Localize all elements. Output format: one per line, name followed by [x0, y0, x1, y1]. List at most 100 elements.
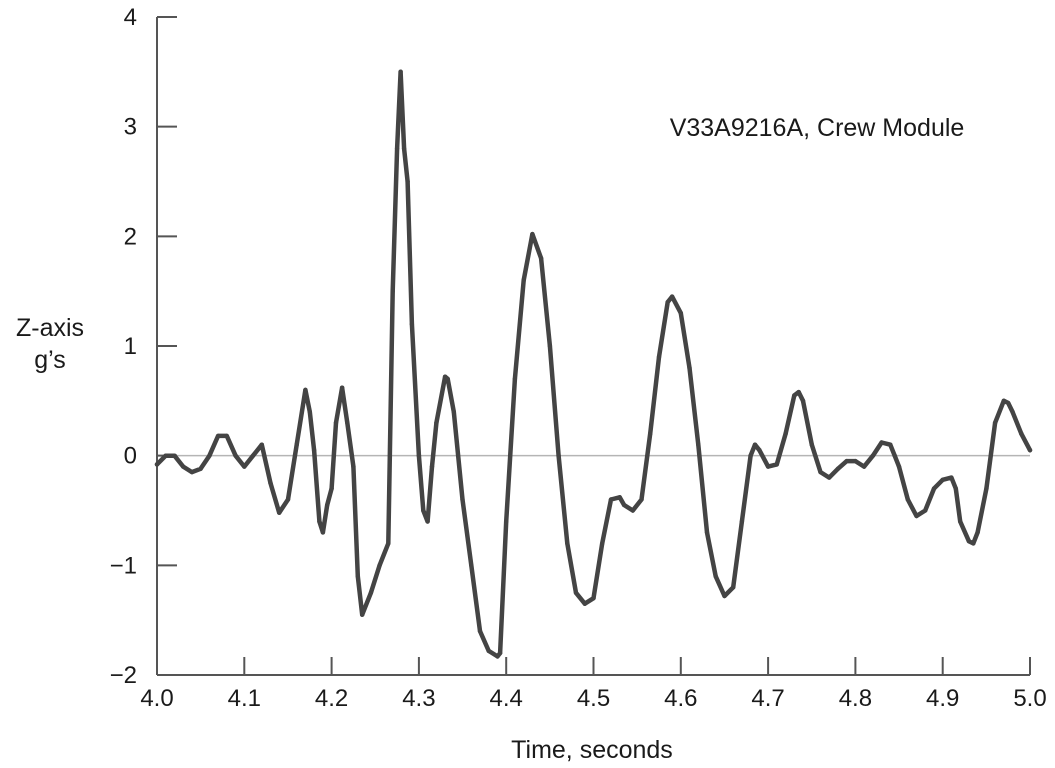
x-tick-label: 4.2: [315, 685, 348, 712]
x-tick-label: 4.6: [664, 685, 697, 712]
data-point: [600, 541, 605, 546]
data-point: [207, 453, 212, 458]
data-point: [931, 486, 937, 491]
data-point: [307, 409, 312, 414]
x-axis-title: Time, seconds: [511, 736, 673, 764]
data-point: [250, 453, 256, 458]
data-point: [678, 310, 683, 316]
y-tick-label: −2: [110, 662, 137, 689]
data-point: [765, 464, 771, 469]
data-point: [259, 442, 264, 447]
data-point: [992, 420, 998, 425]
data-point: [713, 574, 718, 579]
data-point: [198, 466, 203, 471]
data-point: [896, 464, 902, 469]
data-point: [394, 146, 400, 151]
data-point: [320, 530, 326, 535]
data-point: [398, 69, 403, 75]
y-axis-title-line-2: g’s: [34, 346, 66, 374]
data-point: [861, 464, 867, 469]
y-axis-title-line-1: Z-axis: [16, 314, 84, 342]
data-point: [687, 365, 692, 371]
y-tick-label: 4: [124, 4, 137, 31]
data-point: [434, 420, 439, 425]
data-point: [421, 508, 426, 513]
y-tick-label: 2: [124, 223, 137, 250]
data-point: [818, 469, 823, 475]
data-point: [333, 420, 339, 425]
series-layer: [154, 69, 1033, 659]
data-point: [538, 256, 544, 261]
data-point: [405, 179, 410, 184]
data-point: [923, 508, 928, 513]
data-point: [460, 497, 465, 502]
data-point: [731, 585, 736, 590]
data-point: [303, 387, 308, 393]
data-point: [504, 519, 509, 524]
x-tick-label: 4.5: [577, 685, 610, 712]
data-point: [386, 541, 391, 546]
data-point: [940, 477, 945, 482]
data-point: [181, 464, 186, 469]
data-point: [409, 321, 415, 327]
x-tick-label: 4.8: [839, 685, 872, 712]
data-point: [971, 541, 976, 546]
data-point: [530, 231, 535, 237]
x-tick-label: 4.1: [228, 685, 261, 712]
data-point: [189, 469, 195, 475]
data-point: [547, 343, 553, 349]
data-point: [445, 376, 450, 382]
data-point: [495, 654, 500, 659]
data-point: [617, 495, 622, 500]
data-point: [739, 519, 745, 524]
data-point: [268, 480, 273, 486]
data-point: [665, 299, 670, 305]
series-line: [154, 69, 1033, 659]
data-point: [966, 539, 972, 544]
data-point: [339, 385, 345, 390]
data-point: [285, 497, 291, 502]
data-point: [277, 510, 282, 515]
data-point: [800, 398, 806, 403]
data-point: [477, 628, 483, 634]
data-point: [425, 519, 430, 524]
data-point: [608, 497, 614, 502]
data-point: [704, 530, 710, 535]
data-point: [582, 601, 587, 606]
data-point: [953, 486, 958, 491]
data-point: [497, 650, 503, 656]
data-point: [757, 448, 762, 453]
y-tick-label: 0: [124, 443, 137, 470]
x-tick-label: 4.3: [402, 685, 435, 712]
data-point: [390, 289, 395, 294]
data-point: [351, 464, 356, 469]
data-point: [486, 648, 491, 654]
chart-annotation: V33A9216A, Crew Module: [670, 114, 965, 142]
data-point: [573, 590, 579, 595]
data-point: [905, 497, 910, 502]
data-point: [1001, 398, 1006, 403]
data-point: [401, 146, 407, 151]
data-point: [317, 519, 322, 524]
data-point: [975, 530, 980, 535]
x-tick-label: 4.0: [140, 685, 173, 712]
data-point: [512, 376, 518, 382]
data-point: [172, 453, 177, 458]
data-point: [1027, 448, 1033, 453]
data-point: [696, 442, 701, 447]
data-point: [809, 442, 814, 447]
data-point: [451, 409, 456, 414]
data-point: [844, 458, 849, 464]
ticks: −2 −1 0 1 2 3 4 4.0 4.1 4.2 4.3 4.4 4.5 4.6 4.7 4.8 4.9 5…: [110, 4, 1047, 712]
data-point: [1019, 431, 1024, 436]
data-point: [722, 593, 727, 599]
data-point: [233, 453, 238, 458]
data-point: [621, 502, 627, 508]
data-point: [469, 563, 474, 568]
data-point: [639, 497, 644, 502]
data-point: [345, 420, 350, 425]
data-point: [630, 508, 635, 513]
data-point: [416, 453, 422, 458]
data-point: [853, 458, 858, 464]
